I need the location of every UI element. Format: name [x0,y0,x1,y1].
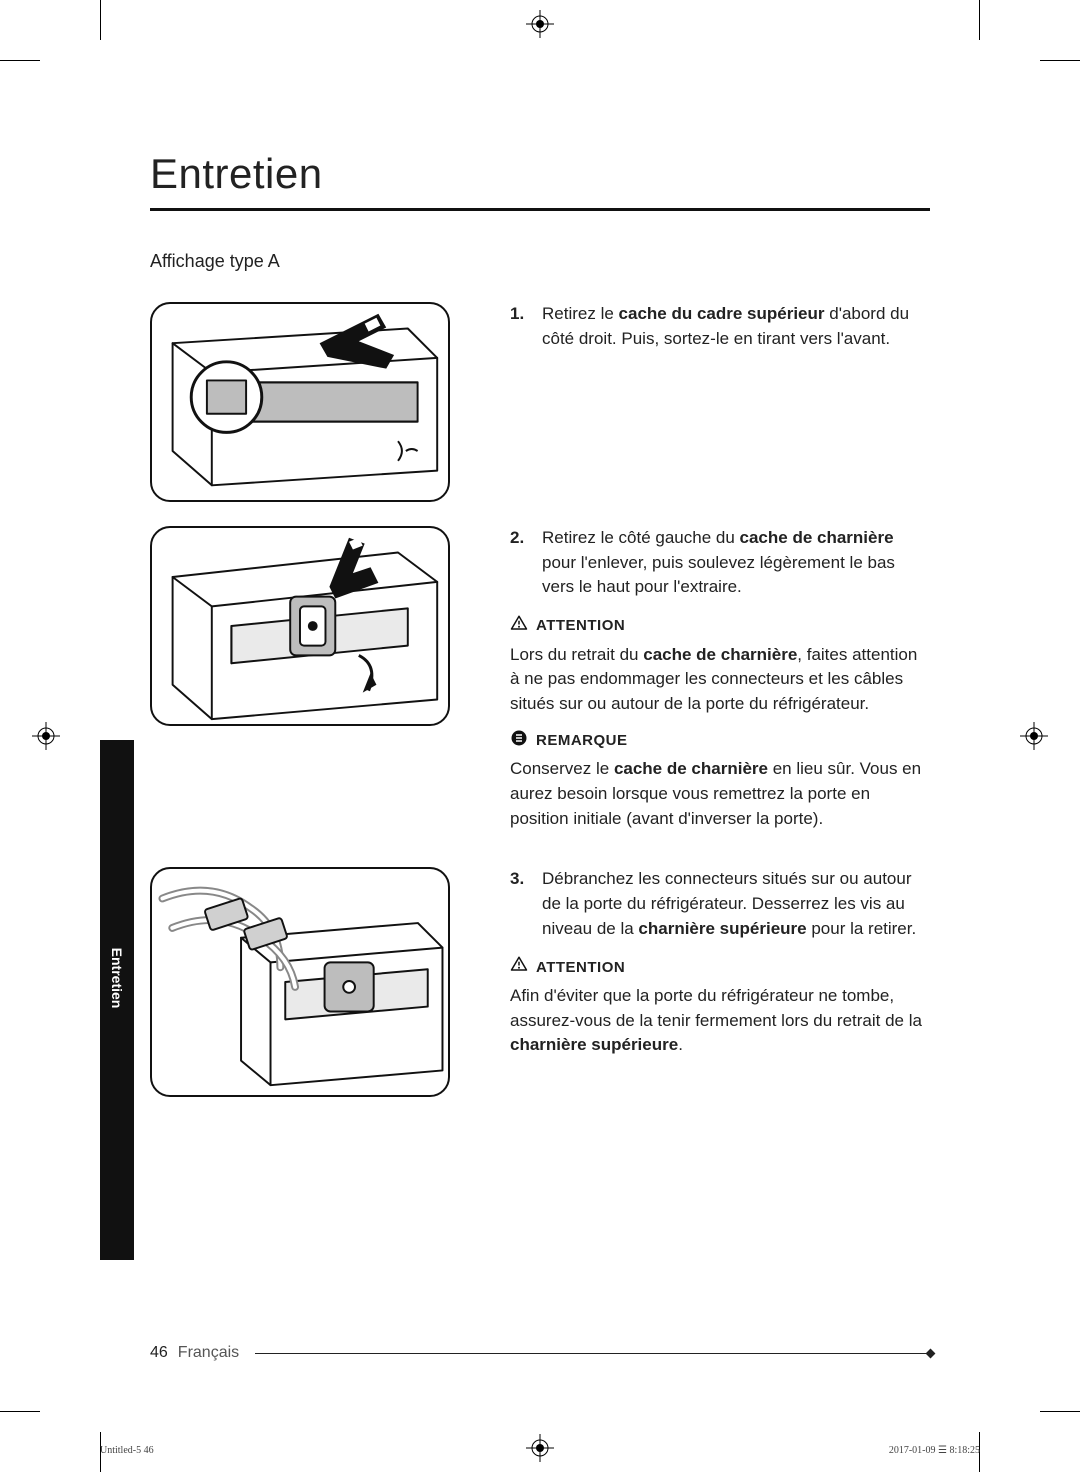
crop-mark [979,0,980,40]
step-3-text: 3. Débranchez les connecteurs situés sur… [510,867,930,1070]
print-slug-right: 2017-01-09 ☰ 8:18:25 [889,1445,980,1456]
crop-mark [1040,1411,1080,1412]
subheading: Affichage type A [150,251,930,272]
callout-label: ATTENTION [536,615,625,637]
section-tab: Entretien [100,740,134,1260]
registration-mark-icon [1020,722,1048,750]
note-callout: REMARQUE [510,729,930,754]
step-body: Retirez le côté gauche du cache de charn… [542,526,930,600]
attention-body: Lors du retrait du cache de charnière, f… [510,643,930,717]
step-2-text: 2. Retirez le côté gauche du cache de ch… [510,526,930,843]
page: Entretien Entretien Affichage type A [100,60,980,1412]
attention-body: Afin d'éviter que la porte du réfrigérat… [510,984,930,1058]
crop-mark [100,0,101,40]
attention-callout: ATTENTION [510,955,930,980]
warning-icon [510,955,528,980]
registration-mark-icon [526,10,554,38]
figure-3 [150,867,450,1097]
registration-mark-icon [526,1434,554,1462]
note-body: Conservez le cache de charnière en lieu … [510,757,930,831]
page-title: Entretien [100,60,980,204]
figure-1 [150,302,450,502]
step-number: 2. [510,526,536,600]
crop-mark [0,60,40,61]
print-slug-left: Untitled-5 46 [100,1445,154,1456]
callout-label: ATTENTION [536,957,625,979]
attention-callout: ATTENTION [510,614,930,639]
crop-mark [1040,60,1080,61]
note-icon [510,729,528,754]
registration-mark-icon [32,722,60,750]
page-number: 46 [150,1344,168,1362]
warning-icon [510,614,528,639]
footer-rule [255,1353,930,1354]
step-number: 1. [510,302,536,351]
step-number: 3. [510,867,536,941]
figure-2 [150,526,450,726]
callout-label: REMARQUE [536,730,628,752]
page-language: Français [178,1344,239,1362]
crop-mark [0,1411,40,1412]
page-footer: 46 Français [150,1344,930,1362]
step-body: Retirez le cache du cadre supérieur d'ab… [542,302,930,351]
section-tab-label: Entretien [109,948,125,1009]
step-1-text: 1. Retirez le cache du cadre supérieur d… [510,302,930,365]
step-body: Débranchez les connecteurs situés sur ou… [542,867,930,941]
